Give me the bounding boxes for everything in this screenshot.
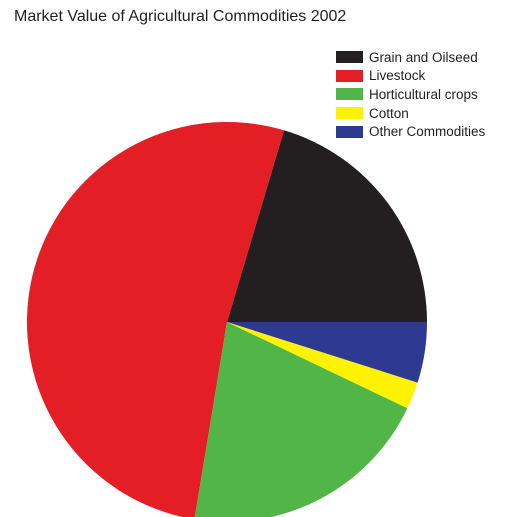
legend-swatch [336,69,363,82]
legend-item: Horticultural crops [336,85,485,104]
pie-slice-grain-and-oilseed [227,130,427,322]
legend-item: Livestock [336,67,485,86]
chart-legend: Grain and Oilseed Livestock Horticultural … [336,48,485,141]
pie-slice-cotton [227,322,418,409]
legend-swatch [336,88,363,101]
legend-label: Grain and Oilseed [369,49,478,65]
legend-item: Other Commodities [336,122,485,141]
legend-label: Other Commodities [369,124,486,140]
legend-swatch [336,51,363,64]
legend-item: Cotton [336,104,485,123]
legend-label: Horticultural crops [369,86,478,102]
pie-slice-other-commodities [227,322,427,383]
legend-swatch [336,107,363,120]
pie-slice-livestock [26,122,284,517]
chart-title: Market Value of Agricultural Commodities… [14,8,347,25]
legend-swatch [336,125,363,138]
legend-label: Cotton [369,105,409,121]
legend-label: Livestock [369,68,426,84]
pie-slice-horticultural-crops [194,322,408,517]
legend-item: Grain and Oilseed [336,48,485,67]
